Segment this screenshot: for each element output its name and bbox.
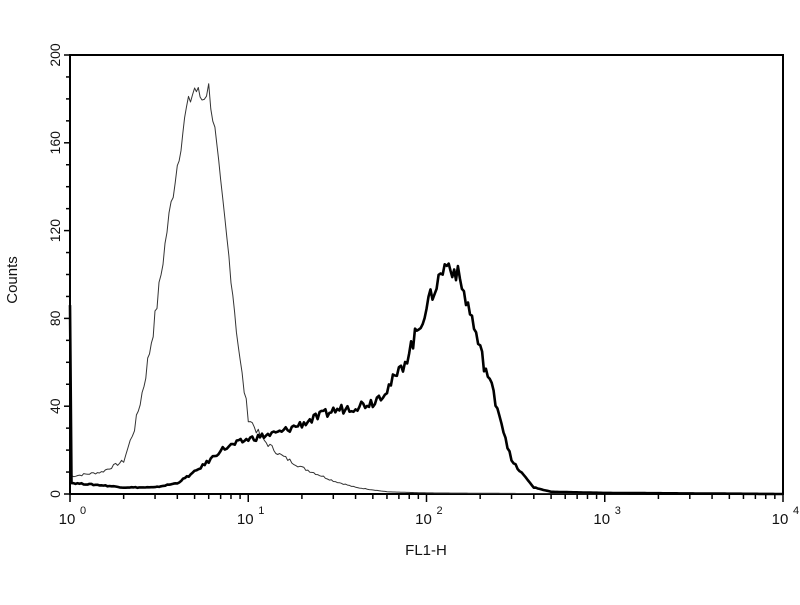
x-tick-label: 10 [593,511,610,528]
x-tick-label: 10 [772,511,789,528]
plot-border [69,54,784,495]
y-axis-label: Counts [4,256,21,304]
x-axis: 10 0 10 1 10 2 10 3 10 4 [59,494,799,528]
y-tick-label: 80 [47,310,63,326]
series-layer [68,83,783,496]
y-axis: 0 40 80 120 160 200 [47,43,70,498]
x-tick-exponent: 1 [258,505,264,517]
plot-frame [69,54,784,495]
x-tick-exponent: 0 [80,505,86,517]
x-tick-exponent: 2 [437,505,443,517]
x-tick-label: 10 [59,511,76,528]
y-tick-label: 120 [47,219,63,243]
x-tick-label: 10 [415,511,432,528]
x-tick-label: 10 [237,511,254,528]
y-tick-label: 0 [47,490,63,498]
x-tick-exponent: 3 [615,505,621,517]
y-tick-label: 160 [47,131,63,155]
stained-histogram-line [68,262,783,496]
y-tick-label: 40 [47,398,63,414]
control-histogram-line [69,83,783,495]
y-tick-label: 200 [47,43,63,67]
x-tick-exponent: 4 [793,505,799,517]
x-axis-label: FL1-H [405,542,447,559]
